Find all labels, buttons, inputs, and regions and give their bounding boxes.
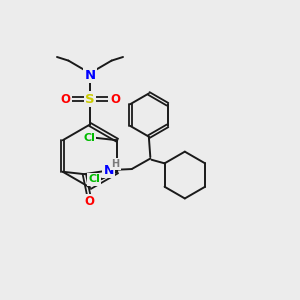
Text: Cl: Cl [83, 133, 95, 143]
Text: H: H [111, 159, 119, 169]
Text: N: N [104, 164, 114, 177]
Text: N: N [84, 68, 96, 82]
Text: O: O [60, 92, 70, 106]
Text: O: O [84, 195, 94, 208]
Text: O: O [110, 92, 120, 106]
Text: S: S [85, 92, 95, 106]
Text: Cl: Cl [88, 174, 100, 184]
